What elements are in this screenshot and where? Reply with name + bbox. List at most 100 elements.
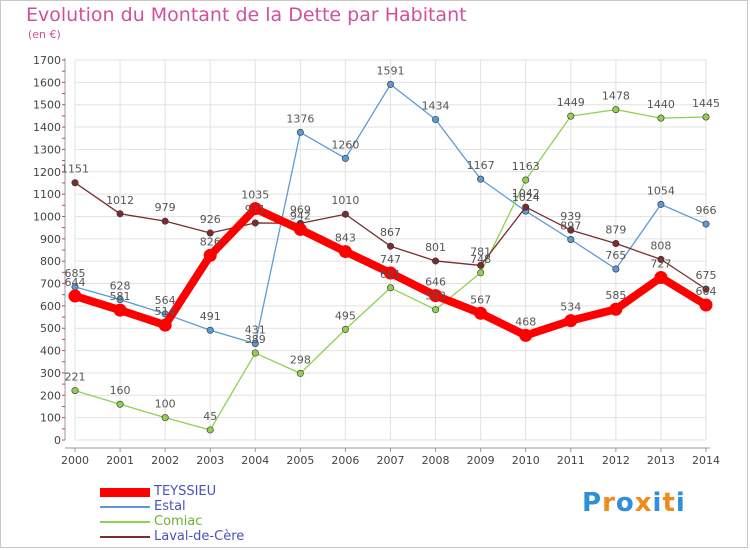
x-tick-label: 2004: [241, 454, 269, 467]
proxiti-logo: Proxiti: [582, 488, 686, 518]
data-point: [296, 128, 304, 136]
data-point: [338, 245, 352, 259]
data-point: [564, 314, 578, 328]
data-label: 160: [110, 384, 131, 397]
data-point: [341, 154, 349, 162]
data-label: 685: [65, 267, 86, 280]
data-point: [296, 369, 304, 377]
data-point: [293, 222, 307, 236]
x-tick-label: 2013: [647, 454, 675, 467]
y-tick-label: 600: [40, 300, 61, 313]
x-tick-label: 2014: [692, 454, 720, 467]
data-point: [386, 284, 394, 292]
legend-label: Estal: [154, 499, 186, 514]
data-point: [612, 106, 620, 114]
data-label: 1376: [286, 112, 314, 125]
y-tick-label: 1400: [33, 121, 61, 134]
x-tick-label: 2008: [422, 454, 450, 467]
data-label: 765: [605, 249, 626, 262]
data-label: 567: [470, 293, 491, 306]
data-point: [71, 179, 79, 187]
data-point: [612, 240, 620, 248]
data-label: 1449: [557, 96, 585, 109]
data-point: [477, 175, 485, 183]
data-label: 879: [605, 224, 626, 237]
data-point: [68, 289, 82, 303]
chart-subtitle: (en €): [28, 28, 61, 41]
data-label: 468: [515, 315, 536, 328]
data-point: [477, 261, 485, 269]
data-label: 646: [425, 276, 446, 289]
data-point: [116, 400, 124, 408]
data-label: 1591: [377, 64, 405, 77]
y-tick-label: 900: [40, 233, 61, 246]
data-label: 628: [110, 280, 131, 293]
data-point: [206, 326, 214, 334]
data-label: 1445: [692, 97, 720, 110]
data-label: 604: [696, 285, 717, 298]
data-label: 644: [65, 276, 86, 289]
data-label: 781: [470, 245, 491, 258]
data-label: 1054: [647, 184, 675, 197]
data-point: [567, 112, 575, 120]
data-point: [702, 285, 710, 293]
y-tick-label: 1300: [33, 143, 61, 156]
chart-title: Evolution du Montant de la Dette par Hab…: [26, 4, 467, 26]
y-tick-label: 1600: [33, 76, 61, 89]
data-point: [609, 302, 623, 316]
y-tick-label: 300: [40, 367, 61, 380]
data-point: [158, 318, 172, 332]
x-tick-label: 2006: [331, 454, 359, 467]
logo-letter: t: [662, 488, 676, 518]
series-lines: [68, 80, 713, 434]
legend-label: Comiac: [154, 514, 203, 529]
data-label: 867: [380, 226, 401, 239]
data-point: [432, 115, 440, 123]
data-label: 1010: [331, 194, 359, 207]
data-label: 514: [155, 305, 176, 318]
data-point: [477, 269, 485, 277]
data-point: [702, 220, 710, 228]
data-label: 1042: [512, 187, 540, 200]
legend-swatch: [100, 506, 150, 508]
data-point: [161, 414, 169, 422]
data-point: [612, 265, 620, 273]
y-tick-label: 1500: [33, 99, 61, 112]
data-point: [203, 248, 217, 262]
data-label: 808: [650, 239, 671, 252]
data-point: [432, 257, 440, 265]
data-point: [161, 217, 169, 225]
x-tick-label: 2003: [196, 454, 224, 467]
x-tick-label: 2001: [106, 454, 134, 467]
data-label: 585: [605, 289, 626, 302]
data-label: 583: [425, 290, 446, 303]
data-point: [699, 298, 713, 312]
data-label: 1434: [422, 99, 450, 112]
data-label: 581: [110, 290, 131, 303]
data-label: 926: [200, 213, 221, 226]
data-label: 431: [245, 324, 266, 337]
y-tick-label: 200: [40, 389, 61, 402]
data-label: 939: [560, 210, 581, 223]
data-label: 971: [245, 203, 266, 216]
x-tick-label: 2012: [602, 454, 630, 467]
data-label: 747: [380, 253, 401, 266]
legend-label: TEYSSIEU: [154, 484, 217, 499]
data-point: [654, 270, 668, 284]
data-point: [522, 176, 530, 184]
axes: 0 100 200 300 400 500 600 700 800 900 1000 1100 1200…: [33, 54, 720, 467]
data-label: 942: [290, 209, 311, 222]
y-tick-label: 1100: [33, 188, 61, 201]
data-label: 801: [425, 241, 446, 254]
data-label: 1012: [106, 194, 134, 207]
data-label: 748: [470, 253, 491, 266]
data-point: [386, 242, 394, 250]
data-label: 1024: [512, 191, 540, 204]
data-point: [341, 210, 349, 218]
data-label: 534: [560, 301, 581, 314]
data-label: 45: [203, 410, 217, 423]
data-label: 1167: [467, 159, 495, 172]
x-tick-label: 2005: [286, 454, 314, 467]
